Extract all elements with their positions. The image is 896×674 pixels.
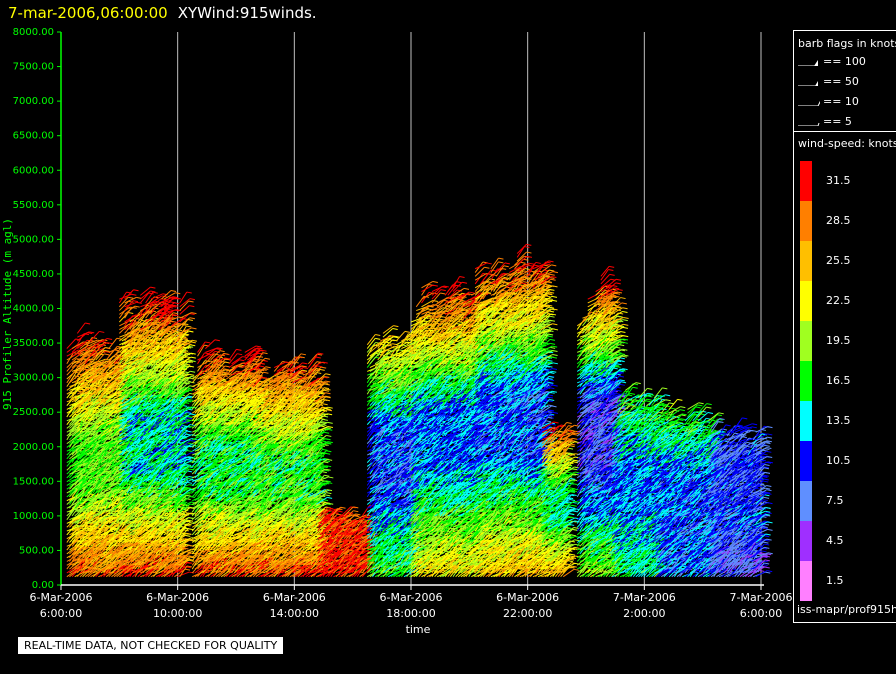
wind-barb-flag xyxy=(131,293,137,296)
wind-barb-flag xyxy=(134,305,140,308)
wind-barb-flag xyxy=(128,296,134,299)
wind-barb-flag xyxy=(170,290,177,292)
wind-barb xyxy=(69,436,77,448)
wind-barb-flag xyxy=(174,302,180,305)
wind-barb xyxy=(140,286,151,296)
wind-barb-flag xyxy=(150,290,156,293)
wind-barb xyxy=(66,349,79,357)
wind-barb xyxy=(66,396,80,403)
wind-barb xyxy=(66,494,79,502)
wind-barb-flag xyxy=(133,289,139,292)
wind-barb-flag xyxy=(168,309,174,312)
wind-barb xyxy=(66,426,77,437)
wind-barb xyxy=(69,422,79,433)
wind-barb xyxy=(69,559,82,566)
wind-barb-flag xyxy=(150,286,156,289)
wind-barb-flag xyxy=(128,311,134,314)
wind-barb xyxy=(69,565,81,574)
wind-barb xyxy=(71,430,83,441)
wind-barb xyxy=(69,530,80,540)
wind-barb xyxy=(76,322,86,334)
wind-barb-flag xyxy=(85,322,91,325)
chart-title: 7-mar-2006,06:00:00 XYWind:915winds. xyxy=(8,2,317,24)
wind-barb xyxy=(66,338,76,349)
wind-barb-flag xyxy=(132,300,139,303)
wind-barb-flag xyxy=(175,292,181,295)
wind-barb xyxy=(66,558,76,570)
wind-barb-flag xyxy=(175,330,181,333)
wind-barb xyxy=(71,493,80,505)
wind-barb-flag xyxy=(136,296,142,299)
wind-barb xyxy=(69,400,82,407)
wind-barb xyxy=(69,468,82,475)
wind-barbs xyxy=(66,243,774,578)
wind-barb xyxy=(71,464,82,475)
wind-barb xyxy=(66,365,76,376)
wind-barb-flag xyxy=(99,330,105,333)
wind-barb xyxy=(69,419,80,429)
wind-barb-flag xyxy=(104,353,110,356)
wind-barb-flag xyxy=(152,291,158,294)
wind-barb-flag xyxy=(106,338,113,340)
title-date: 7-mar-2006,06:00:00 xyxy=(8,4,168,22)
wind-barb xyxy=(66,558,79,566)
title-product: XYWind:915winds. xyxy=(178,4,317,22)
wind-barb xyxy=(69,407,80,418)
wind-barb xyxy=(66,358,77,368)
